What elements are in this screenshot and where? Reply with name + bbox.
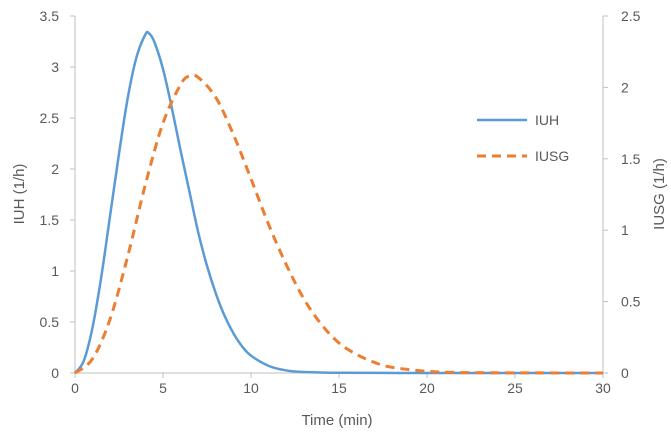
y-right-tick-label: 1 bbox=[621, 222, 629, 238]
y-left-tick-label: 3 bbox=[51, 59, 59, 75]
series-line-iuh bbox=[73, 30, 603, 375]
y-right-tick-label: 0.5 bbox=[621, 294, 641, 310]
axes: 0 5 10 15 20 25 30 0 0.5 1 1.5 2 2.5 3 3.5 0 0.5 1 1.5 2 2.5 bbox=[40, 8, 641, 396]
x-tick-label: 30 bbox=[595, 380, 611, 396]
x-axis-title: Time (min) bbox=[301, 412, 372, 429]
y-right-tick-label: 1.5 bbox=[621, 151, 641, 167]
legend-label-iuh: IUH bbox=[535, 112, 559, 128]
y-left-tick-label: 0 bbox=[51, 365, 59, 381]
y-axis-title-left: IUH (1/h) bbox=[11, 164, 28, 225]
y-axis-title-right: IUSG (1/h) bbox=[651, 158, 668, 230]
y-left-tick-label: 1.5 bbox=[40, 212, 60, 228]
y-left-tick-label: 3.5 bbox=[40, 8, 60, 24]
x-tick-label: 15 bbox=[331, 380, 347, 396]
x-tick-label: 5 bbox=[159, 380, 167, 396]
legend-label-iusg: IUSG bbox=[535, 148, 569, 164]
x-tick-label: 10 bbox=[243, 380, 259, 396]
y-left-tick-label: 0.5 bbox=[40, 314, 60, 330]
y-left-tick-label: 2.5 bbox=[40, 110, 60, 126]
x-tick-label: 25 bbox=[507, 380, 523, 396]
y-right-tick-label: 0 bbox=[621, 365, 629, 381]
y-right-tick-label: 2 bbox=[621, 79, 629, 95]
x-tick-label: 20 bbox=[419, 380, 435, 396]
y-right-tick-label: 2.5 bbox=[621, 8, 641, 24]
legend: IUH IUSG bbox=[477, 112, 569, 164]
x-tick-label: 0 bbox=[71, 380, 79, 396]
y-left-tick-label: 1 bbox=[51, 263, 59, 279]
y-left-tick-label: 2 bbox=[51, 161, 59, 177]
series-layer bbox=[73, 30, 604, 375]
